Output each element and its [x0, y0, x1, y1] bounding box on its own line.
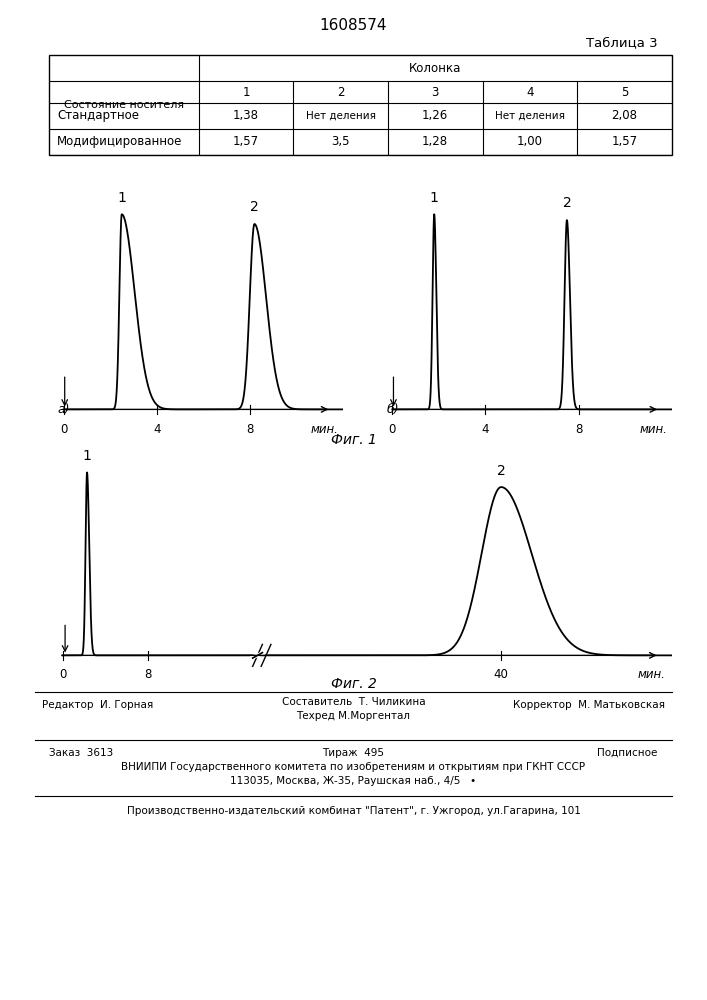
Text: 3: 3 [431, 86, 439, 99]
Text: Состояние носителя: Состояние носителя [64, 100, 185, 110]
Text: мин.: мин. [639, 423, 667, 436]
Text: 40: 40 [493, 668, 508, 681]
Text: Тираж  495: Тираж 495 [322, 748, 385, 758]
Text: Корректор  М. Матьковская: Корректор М. Матьковская [513, 700, 665, 710]
Text: 0: 0 [60, 423, 67, 436]
Text: 1608574: 1608574 [320, 18, 387, 33]
Text: 1,28: 1,28 [422, 135, 448, 148]
Text: 1,57: 1,57 [612, 135, 638, 148]
Text: 2: 2 [250, 200, 259, 214]
Text: Нет деления: Нет деления [495, 111, 565, 121]
Text: 8: 8 [144, 668, 151, 681]
Text: Производственно-издательский комбинат "Патент", г. Ужгород, ул.Гагарина, 101: Производственно-издательский комбинат "П… [127, 806, 580, 816]
Text: 0: 0 [389, 423, 396, 436]
Text: Составитель  Т. Чиликина: Составитель Т. Чиликина [281, 697, 426, 707]
Text: 8: 8 [246, 423, 254, 436]
Text: Редактор  И. Горная: Редактор И. Горная [42, 700, 153, 710]
Text: 0: 0 [59, 668, 66, 681]
Text: Стандартное: Стандартное [57, 109, 139, 122]
Text: мин.: мин. [638, 668, 665, 681]
Text: 2,08: 2,08 [612, 109, 638, 122]
Text: 1,26: 1,26 [422, 109, 448, 122]
Text: Заказ  3613: Заказ 3613 [49, 748, 114, 758]
Text: Колонка: Колонка [409, 62, 462, 75]
Text: Техред М.Моргентал: Техред М.Моргентал [296, 711, 411, 721]
Text: 8: 8 [575, 423, 583, 436]
Text: 4: 4 [153, 423, 160, 436]
Text: 4: 4 [481, 423, 489, 436]
Text: 1: 1 [117, 191, 126, 205]
Text: 4: 4 [526, 86, 534, 99]
Text: 1,38: 1,38 [233, 109, 259, 122]
Text: 2: 2 [337, 86, 344, 99]
Text: 1: 1 [83, 449, 91, 463]
Text: 1: 1 [243, 86, 250, 99]
Text: мин.: мин. [310, 423, 338, 436]
Text: 2: 2 [497, 464, 506, 478]
Text: 1: 1 [430, 191, 438, 205]
Text: 1,00: 1,00 [517, 135, 543, 148]
Text: Нет деления: Нет деления [305, 111, 375, 121]
Text: 113035, Москва, Ж-35, Раушская наб., 4/5   •: 113035, Москва, Ж-35, Раушская наб., 4/5… [230, 776, 477, 786]
Text: 2: 2 [563, 196, 571, 210]
Text: 5: 5 [621, 86, 628, 99]
Text: б): б) [387, 403, 399, 416]
Text: а): а) [58, 403, 70, 416]
Text: ВНИИПИ Государственного комитета по изобретениям и открытиям при ГКНТ СССР: ВНИИПИ Государственного комитета по изоб… [122, 762, 585, 772]
Text: Фиг. 1: Фиг. 1 [331, 433, 376, 447]
Text: Фиг. 2: Фиг. 2 [331, 677, 376, 691]
Text: 1,57: 1,57 [233, 135, 259, 148]
Text: Модифицированное: Модифицированное [57, 135, 182, 148]
Text: Таблица 3: Таблица 3 [586, 36, 658, 49]
Text: 3,5: 3,5 [332, 135, 350, 148]
Text: Подписное: Подписное [597, 748, 658, 758]
